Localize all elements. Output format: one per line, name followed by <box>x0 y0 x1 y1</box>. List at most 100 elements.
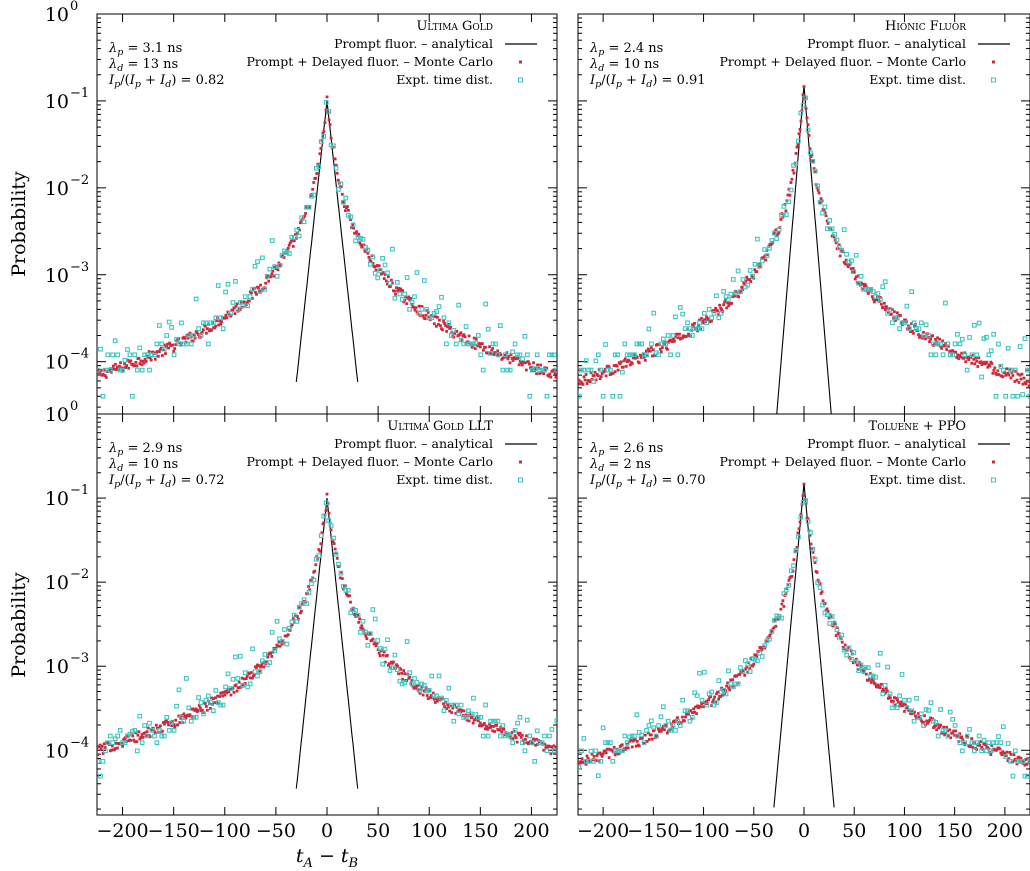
experimental-point <box>120 740 125 746</box>
experimental-point <box>446 685 452 691</box>
experimental-point <box>981 738 987 743</box>
monte-carlo-point <box>1008 367 1012 371</box>
monte-carlo-point <box>707 317 710 320</box>
monte-carlo-point <box>881 305 885 309</box>
experimental-point <box>412 294 417 299</box>
monte-carlo-point <box>837 243 841 247</box>
monte-carlo-point <box>226 310 230 314</box>
monte-carlo-point <box>693 710 696 714</box>
experimental-point <box>680 697 686 703</box>
monte-carlo-point <box>627 359 631 363</box>
experimental-point <box>1012 748 1018 754</box>
monte-carlo-point <box>535 372 538 376</box>
x-tick-label: −100 <box>199 820 251 842</box>
monte-carlo-point <box>509 353 513 356</box>
experimental-point <box>791 563 796 568</box>
experimental-point <box>397 678 403 684</box>
experimental-point <box>417 310 422 316</box>
param-lambda-p: λp = 2.4 ns <box>589 41 663 58</box>
experimental-point <box>940 352 946 358</box>
monte-carlo-point <box>672 338 675 341</box>
monte-carlo-point <box>628 363 632 367</box>
experimental-point <box>483 702 488 708</box>
experimental-point <box>517 352 523 358</box>
monte-carlo-point <box>1000 753 1004 757</box>
param-ratio: Ip/(Ip + Id) = 0.72 <box>108 473 225 490</box>
experimental-point <box>466 708 471 714</box>
monte-carlo-point <box>303 214 306 218</box>
monte-carlo-point <box>886 696 890 700</box>
experimental-point <box>620 748 625 754</box>
experimental-point <box>385 270 390 276</box>
monte-carlo-point <box>878 686 882 690</box>
monte-carlo-point <box>437 323 440 326</box>
monte-carlo-point <box>134 731 138 735</box>
experimental-point <box>392 295 398 301</box>
monte-carlo-point <box>378 268 382 271</box>
monte-carlo-point <box>648 349 652 353</box>
experimental-point <box>711 310 717 316</box>
monte-carlo-point <box>745 275 749 279</box>
experimental-point <box>338 570 344 576</box>
monte-carlo-point <box>596 374 600 377</box>
monte-carlo-point <box>822 208 826 212</box>
experimental-point <box>534 728 540 734</box>
monte-carlo-point <box>289 239 293 243</box>
monte-carlo-point <box>913 324 916 328</box>
monte-carlo-point <box>445 329 448 333</box>
monte-carlo-point <box>912 331 915 335</box>
monte-carlo-point <box>276 268 280 272</box>
monte-carlo-point <box>890 308 894 312</box>
monte-carlo-point <box>620 743 624 747</box>
monte-carlo-point <box>271 269 275 273</box>
monte-carlo-point <box>143 357 147 361</box>
experimental-point <box>274 618 280 624</box>
monte-carlo-point <box>911 329 914 333</box>
experimental-point <box>721 687 726 693</box>
experimental-point <box>747 268 753 273</box>
experimental-point <box>721 289 726 294</box>
monte-carlo-point <box>643 358 647 362</box>
experimental-point <box>950 352 956 358</box>
experimental-point <box>651 725 657 731</box>
monte-carlo-point <box>612 745 616 749</box>
monte-carlo-point <box>553 371 557 375</box>
monte-carlo-point <box>409 296 413 300</box>
experimental-point <box>397 291 403 297</box>
monte-carlo-point <box>665 347 669 351</box>
experimental-point <box>1022 773 1028 779</box>
monte-carlo-point <box>446 703 450 707</box>
monte-carlo-point <box>899 703 902 706</box>
monte-carlo-point <box>477 342 481 345</box>
monte-carlo-point <box>762 256 766 260</box>
monte-carlo-point <box>553 751 557 755</box>
monte-carlo-point <box>846 265 850 269</box>
monte-carlo-point <box>624 746 628 750</box>
experimental-point <box>365 247 371 253</box>
monte-carlo-point <box>524 368 528 372</box>
experimental-point <box>350 607 356 612</box>
monte-carlo-point <box>1019 377 1023 381</box>
experimental-point <box>810 546 816 552</box>
experimental-point <box>520 740 525 746</box>
experimental-point <box>316 553 322 559</box>
monte-carlo-point <box>961 738 965 742</box>
monte-carlo-point <box>110 744 114 748</box>
experimental-point <box>294 619 300 624</box>
experimental-point <box>730 277 736 282</box>
monte-carlo-point <box>331 540 335 544</box>
experimental-point <box>906 697 912 703</box>
y-tick-exponent: −2 <box>70 173 89 188</box>
monte-carlo-point <box>858 663 862 666</box>
monte-carlo-point <box>382 277 386 281</box>
experimental-point <box>421 278 427 283</box>
experimental-point <box>648 718 654 724</box>
experimental-point <box>444 341 449 347</box>
y-axis-title-top: Probability <box>8 171 30 277</box>
experimental-point <box>107 367 113 373</box>
experimental-point <box>865 665 871 671</box>
experimental-point <box>911 320 917 326</box>
experimental-point <box>203 697 209 703</box>
monte-carlo-point <box>772 626 776 630</box>
experimental-point <box>289 234 295 240</box>
